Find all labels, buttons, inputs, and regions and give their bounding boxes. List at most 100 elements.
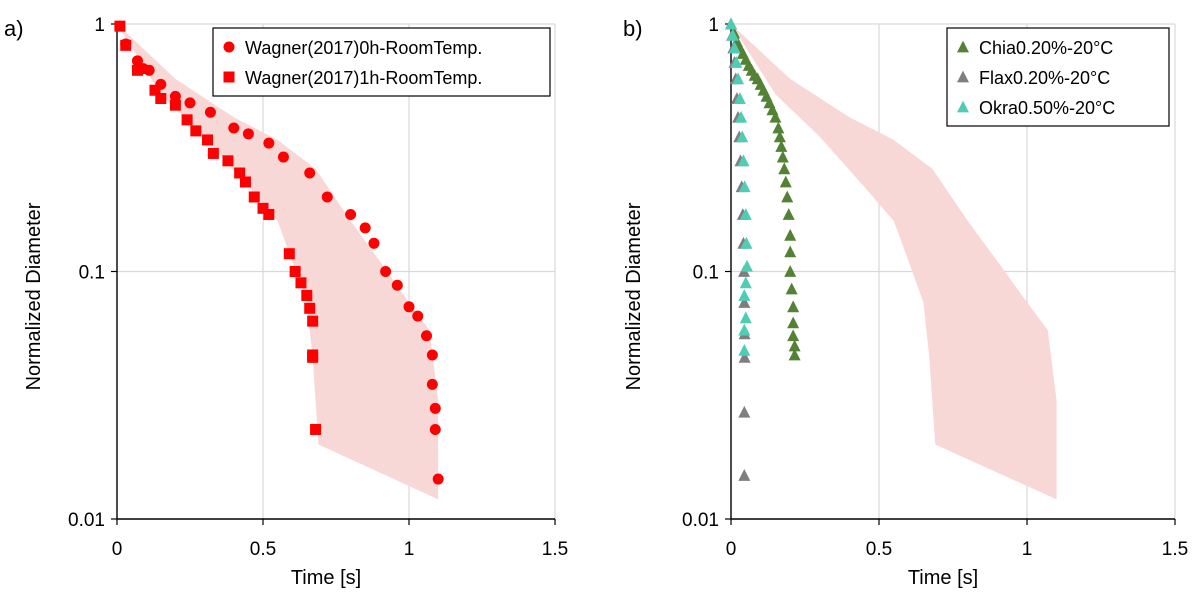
data-point [784,228,797,241]
x-tick-label: 1 [404,539,415,560]
data-point [131,55,143,67]
data-point [739,208,752,220]
y-tick-label: 0.01 [68,510,105,531]
data-point [304,302,316,314]
x-tick-label: 0.5 [250,539,276,560]
data-point [263,208,275,220]
y-axis-title: Normalized Diameter [623,202,645,390]
data-point [781,190,794,203]
data-point [131,64,143,76]
data-point [248,191,260,203]
x-tick-label: 0 [112,539,123,560]
data-point [421,330,433,342]
series-2 [114,20,322,435]
data-point [738,323,751,336]
data-point [169,99,181,111]
x-tick-label: 0 [726,539,737,560]
data-point [778,162,791,175]
x-axis-title: Time [s] [291,567,361,589]
y-tick-label: 0.1 [693,263,719,284]
data-point [307,349,319,361]
data-point [222,155,234,167]
data-point [738,469,751,481]
x-tick-label: 0.5 [866,539,892,560]
data-point [735,110,748,123]
data-point [234,167,246,179]
data-point [738,405,751,418]
data-point [733,92,746,104]
data-point [738,350,751,363]
panel-label: b) [623,16,643,41]
data-point [345,208,357,220]
legend-marker [957,40,969,53]
legend: Chia0.20%-20°C Flax0.20%-20°C Okra0.50%-20… [946,27,1170,127]
data-point [432,473,444,485]
data-point [787,329,800,342]
legend-box [212,27,551,97]
data-point [190,125,202,137]
y-tick-label: 0.01 [682,510,719,531]
data-point [304,167,316,179]
data-point [779,175,792,188]
data-point [307,315,319,327]
data-point [310,423,322,435]
data-point [263,137,275,149]
data-point [426,378,438,390]
legend: Wagner(2017)0h-RoomTemp. Wagner(2017)1h-R… [212,27,551,97]
data-point [775,140,788,152]
reference-band [731,24,1057,500]
data-point [788,339,801,352]
data-point [736,130,749,143]
data-point [726,28,739,41]
data-point [143,64,155,76]
series-3 [725,17,753,356]
data-point [359,222,371,234]
data-point [787,300,800,313]
data-point [784,265,797,277]
data-point [426,349,438,361]
x-axis-title: Time [s] [908,567,978,589]
data-point [380,266,392,277]
data-point [257,202,269,214]
legend-marker [957,100,969,113]
legend-label: Okra0.50%-20°C [979,98,1115,118]
y-axis-title: Normalized Diameter [23,202,45,390]
data-point [787,316,800,329]
data-point [120,39,132,51]
data-point [277,151,289,163]
data-point [155,93,167,105]
data-point [739,276,752,289]
data-point [725,17,737,30]
data-point [740,236,753,249]
data-point [429,423,441,435]
data-point [207,147,219,159]
data-point [788,348,801,361]
data-point [181,114,193,126]
data-point [391,279,403,291]
data-point [730,55,743,68]
data-point [785,282,798,295]
data-point [295,277,307,289]
legend-label: Wagner(2017)1h-RoomTemp. [245,68,482,88]
data-point [739,311,752,324]
data-point [242,128,254,140]
data-point [239,176,251,188]
panel-a: 0 0.5 1 1.5 0.01 0.1 1 Time [s] Normalized Diame… [4,15,568,589]
legend-marker [223,71,235,83]
data-point [782,208,795,220]
reference-band [117,24,439,500]
y-tick-label: 0.1 [79,263,105,284]
data-point [728,41,741,54]
data-point [114,20,126,32]
legend-label: Flax0.20%-20°C [979,68,1110,88]
data-point [403,301,415,313]
series-1 [725,17,801,361]
data-point [738,343,751,356]
y-tick-label: 1 [94,15,105,36]
data-point [202,134,214,146]
data-point [738,296,751,308]
legend-marker [223,41,235,53]
panel-b: 0 0.5 1 1.5 0.01 0.1 1 Time [s] Normalized Diame… [623,15,1188,589]
series-2 [725,17,751,481]
